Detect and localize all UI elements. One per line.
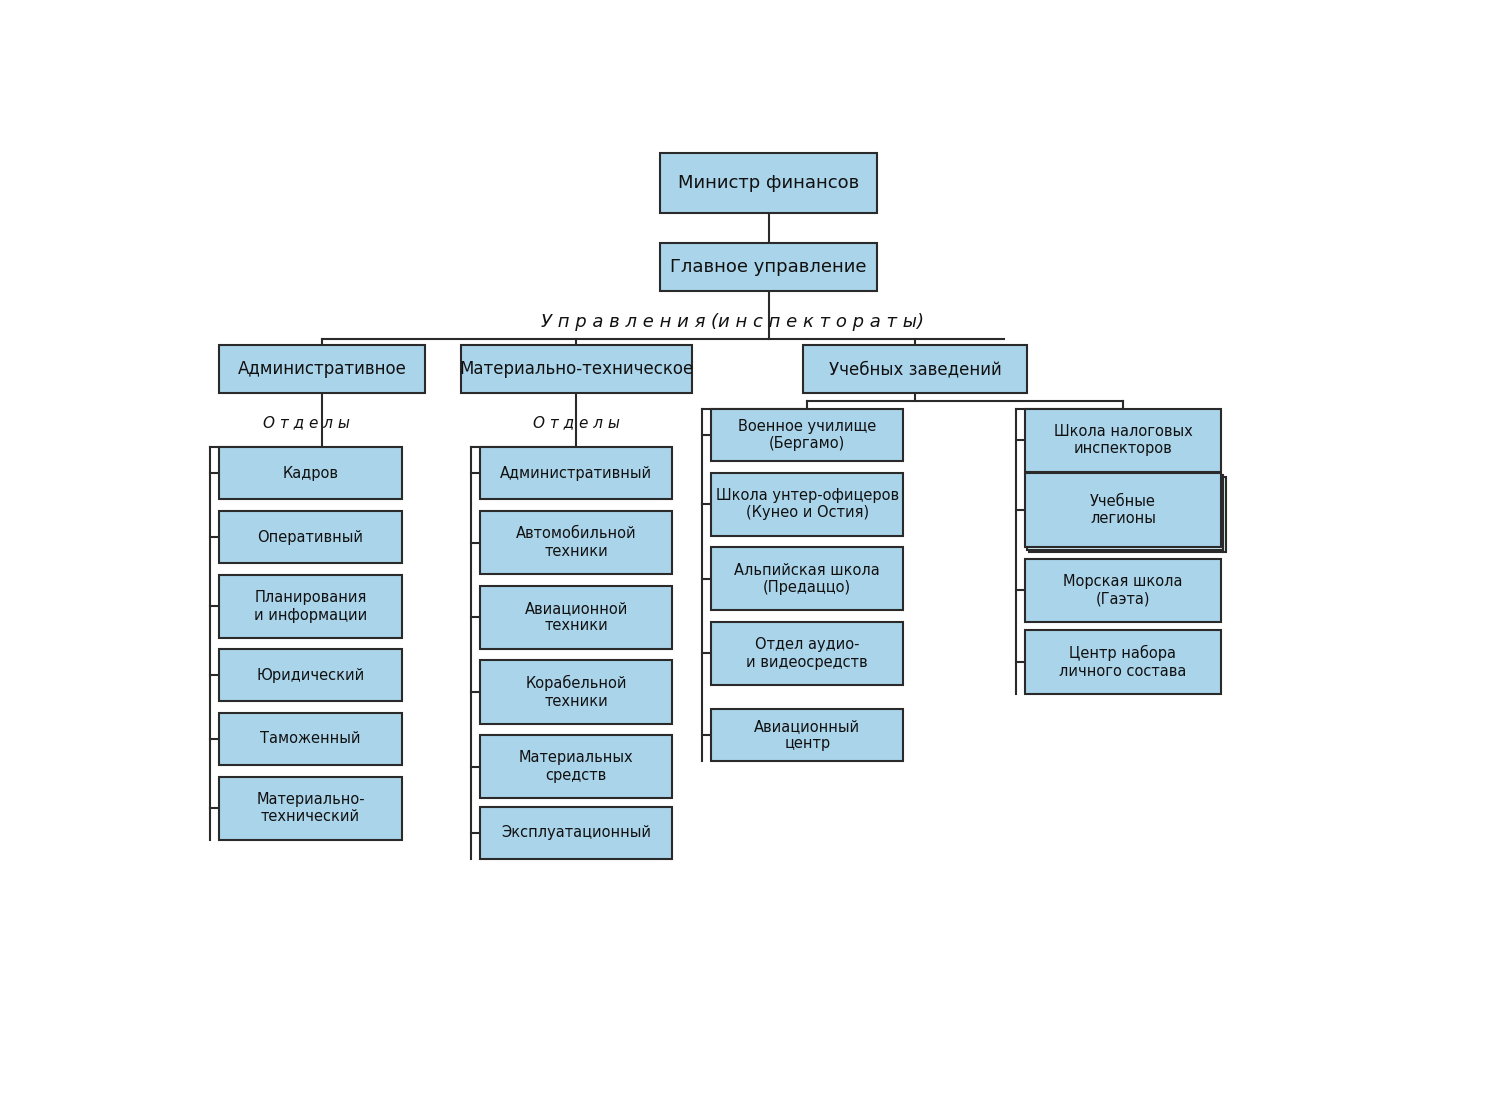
FancyBboxPatch shape: [711, 548, 903, 610]
FancyBboxPatch shape: [711, 622, 903, 685]
FancyBboxPatch shape: [219, 511, 402, 563]
FancyBboxPatch shape: [219, 575, 402, 638]
Text: Корабельной
техники: Корабельной техники: [525, 676, 627, 708]
FancyBboxPatch shape: [711, 473, 903, 535]
Text: Министр финансов: Министр финансов: [678, 174, 859, 192]
FancyBboxPatch shape: [1028, 475, 1224, 550]
FancyBboxPatch shape: [1024, 558, 1221, 622]
Text: Юридический: Юридический: [256, 668, 364, 682]
Text: Учебных заведений: Учебных заведений: [828, 360, 1002, 379]
FancyBboxPatch shape: [480, 660, 672, 724]
Text: Школа налоговых
инспекторов: Школа налоговых инспекторов: [1053, 424, 1192, 457]
Text: О т д е л ы: О т д е л ы: [532, 415, 620, 430]
FancyBboxPatch shape: [1029, 477, 1225, 552]
FancyBboxPatch shape: [219, 776, 402, 840]
FancyBboxPatch shape: [1024, 631, 1221, 693]
Text: Оперативный: Оперативный: [258, 530, 363, 544]
Text: Военное училище
(Бергамо): Военное училище (Бергамо): [738, 418, 876, 451]
FancyBboxPatch shape: [460, 345, 692, 393]
Text: У п р а в л е н и я: У п р а в л е н и я: [542, 313, 705, 332]
Text: Материально-
технический: Материально- технический: [256, 792, 364, 825]
Text: Морская школа
(Гаэта): Морская школа (Гаэта): [1064, 574, 1182, 607]
Text: Административный: Административный: [500, 465, 652, 481]
Text: Учебные
легионы: Учебные легионы: [1090, 494, 1156, 526]
Text: Центр набора
личного состава: Центр набора личного состава: [1059, 645, 1186, 679]
FancyBboxPatch shape: [1024, 408, 1221, 472]
FancyBboxPatch shape: [480, 586, 672, 649]
FancyBboxPatch shape: [660, 153, 878, 214]
Text: (и н с п е к т о р а т ы): (и н с п е к т о р а т ы): [711, 313, 924, 332]
Text: Школа унтер-офицеров
(Кунео и Остия): Школа унтер-офицеров (Кунео и Остия): [716, 488, 898, 520]
Text: О т д е л ы: О т д е л ы: [264, 415, 350, 430]
FancyBboxPatch shape: [660, 243, 878, 291]
FancyBboxPatch shape: [804, 345, 1026, 393]
FancyBboxPatch shape: [711, 408, 903, 461]
FancyBboxPatch shape: [219, 649, 402, 701]
FancyBboxPatch shape: [1024, 473, 1221, 548]
Text: Эксплуатационный: Эксплуатационный: [501, 826, 651, 840]
Text: Планирования
и информации: Планирования и информации: [254, 590, 368, 623]
Text: Авиационный
центр: Авиационный центр: [754, 719, 861, 751]
FancyBboxPatch shape: [711, 708, 903, 761]
Text: Автомобильной
техники: Автомобильной техники: [516, 527, 636, 558]
FancyBboxPatch shape: [219, 713, 402, 765]
Text: Таможенный: Таможенный: [261, 731, 362, 747]
FancyBboxPatch shape: [219, 447, 402, 499]
FancyBboxPatch shape: [480, 735, 672, 798]
Text: Материальных
средств: Материальных средств: [519, 750, 633, 783]
Text: Авиационной
техники: Авиационной техники: [525, 601, 628, 634]
Text: Главное управление: Главное управление: [670, 258, 867, 276]
Text: Альпийская школа
(Предаццо): Альпийская школа (Предаццо): [735, 563, 880, 595]
FancyBboxPatch shape: [480, 511, 672, 574]
FancyBboxPatch shape: [480, 447, 672, 499]
FancyBboxPatch shape: [219, 345, 426, 393]
Text: Материально-техническое: Материально-техническое: [459, 360, 693, 379]
Text: Отдел аудио-
и видеосредств: Отдел аудио- и видеосредств: [747, 637, 868, 670]
Text: Кадров: Кадров: [282, 465, 339, 481]
Text: Административное: Административное: [237, 360, 406, 379]
FancyBboxPatch shape: [480, 807, 672, 860]
